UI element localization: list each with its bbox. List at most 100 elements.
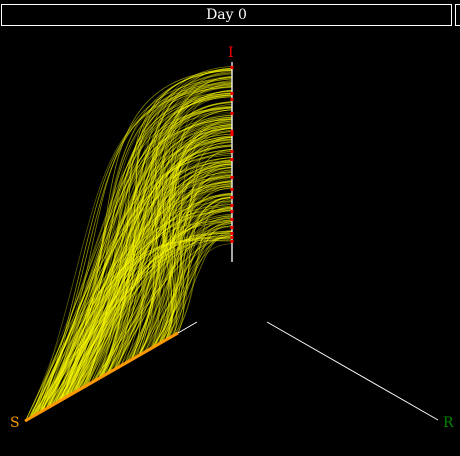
connection-arc — [48, 160, 233, 408]
connection-arc — [44, 116, 233, 410]
connection-arc — [161, 128, 233, 343]
connection-arc — [157, 124, 233, 345]
connection-arc — [55, 136, 233, 404]
connection-arc — [143, 225, 233, 353]
i-axis-node — [230, 158, 234, 161]
connection-arc — [29, 118, 233, 419]
connection-arc — [112, 179, 233, 371]
i-axis-node — [230, 112, 234, 115]
connection-arc — [172, 196, 233, 337]
connection-arc — [151, 77, 233, 349]
connection-arc — [90, 167, 233, 384]
connection-arc — [40, 231, 233, 412]
r-axis-line — [266, 321, 439, 421]
connection-arc — [158, 221, 233, 344]
connection-arc — [79, 124, 233, 390]
connection-arc — [148, 178, 233, 350]
connection-arc — [166, 135, 233, 340]
connection-arc — [129, 127, 233, 361]
s-axis-line-inner — [177, 321, 198, 334]
connection-arc — [106, 185, 233, 375]
connection-arc — [131, 192, 233, 360]
connection-arc — [159, 219, 233, 344]
next-panel-edge — [455, 4, 460, 26]
connection-arc — [154, 90, 233, 339]
i-axis-node — [230, 196, 234, 199]
connection-arc — [174, 198, 233, 335]
connection-arc — [137, 169, 233, 357]
connection-arc — [25, 200, 233, 421]
connection-arc — [150, 150, 233, 349]
connection-arc — [105, 222, 233, 375]
connection-arc — [159, 118, 233, 339]
connection-arc — [105, 180, 233, 375]
connection-arc — [124, 163, 233, 364]
connection-arc — [131, 207, 233, 360]
connection-arc — [26, 151, 233, 420]
connection-arc — [87, 215, 233, 386]
connection-arc — [48, 94, 233, 408]
connection-arc — [69, 75, 233, 396]
connection-arc — [72, 186, 233, 394]
connection-arc — [61, 175, 233, 401]
connection-arc — [93, 216, 233, 382]
connection-arc — [150, 115, 233, 349]
connection-arc — [60, 78, 233, 401]
connection-arc — [56, 181, 233, 403]
connection-arc — [173, 136, 233, 336]
i-axis-node — [230, 188, 234, 191]
connection-arc — [67, 133, 233, 397]
i-axis-node — [230, 210, 234, 213]
connection-arc — [63, 106, 233, 399]
connection-arc — [102, 126, 233, 377]
connection-arc — [126, 117, 233, 363]
i-axis-nodes — [230, 66, 234, 243]
connection-arc — [65, 68, 233, 398]
connection-arc — [165, 157, 233, 341]
connection-arc — [153, 206, 233, 348]
connection-arc — [35, 107, 233, 415]
connection-arc — [84, 150, 233, 387]
i-axis-node — [230, 133, 234, 136]
connection-arc — [136, 70, 233, 357]
connection-arc — [139, 193, 233, 356]
connection-arc — [107, 161, 233, 374]
connection-arc — [81, 71, 233, 389]
i-axis-node — [230, 150, 234, 153]
connection-arc — [130, 86, 233, 361]
i-axis-label: I — [228, 45, 234, 61]
i-axis-node — [230, 176, 234, 179]
connection-arc — [67, 86, 233, 397]
connection-arc — [100, 105, 233, 378]
connection-arc — [98, 182, 233, 379]
connection-arc — [34, 238, 233, 416]
connection-arc — [36, 169, 233, 415]
connection-arc — [42, 94, 233, 412]
i-axis-node — [230, 98, 234, 101]
connection-arc — [46, 238, 233, 409]
connection-arc — [159, 221, 233, 344]
connection-arc — [40, 217, 233, 412]
connection-arc — [108, 128, 233, 374]
connection-arc — [107, 78, 233, 374]
connection-arc — [79, 205, 233, 390]
connection-arc — [151, 231, 233, 349]
connection-arc — [152, 149, 233, 348]
connection-arc — [69, 92, 233, 396]
connection-arc — [152, 223, 233, 348]
i-axis-node — [230, 226, 234, 229]
s-axis-node-strip — [24, 331, 179, 423]
connection-arc — [138, 235, 233, 356]
connection-arc — [87, 157, 233, 385]
connection-arc — [124, 119, 233, 365]
connection-arc — [99, 171, 233, 378]
connection-arc — [116, 200, 233, 369]
connection-arc — [32, 84, 233, 417]
connection-arc — [44, 140, 233, 411]
connection-arc — [77, 133, 233, 391]
connection-arc — [68, 127, 233, 397]
connection-arc — [45, 126, 233, 410]
connection-arc — [152, 200, 233, 348]
connection-arc — [113, 225, 233, 370]
